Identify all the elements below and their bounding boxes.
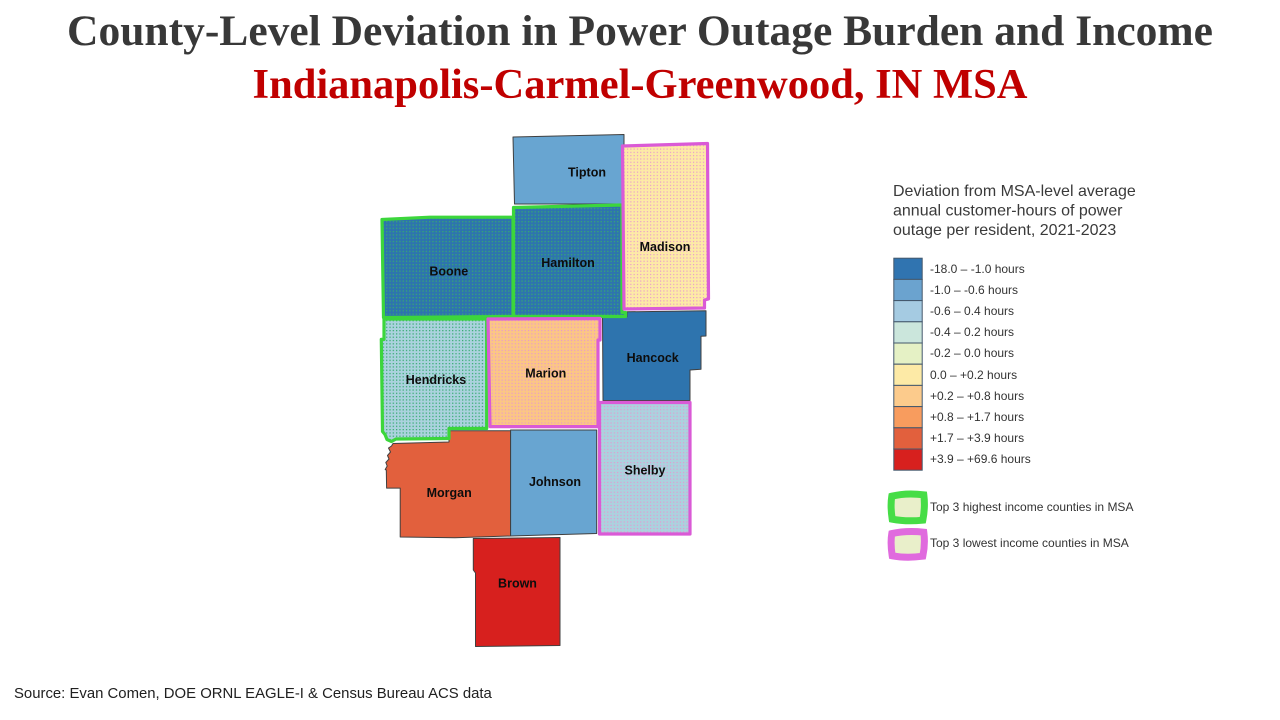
svg-text:+0.8 – +1.7 hours: +0.8 – +1.7 hours: [930, 410, 1024, 424]
svg-text:outage per resident, 2021-2023: outage per resident, 2021-2023: [893, 222, 1116, 239]
svg-text:-0.4 – 0.2 hours: -0.4 – 0.2 hours: [930, 325, 1014, 339]
svg-text:Brown: Brown: [498, 577, 537, 591]
svg-text:Hamilton: Hamilton: [541, 256, 594, 270]
svg-text:Shelby: Shelby: [625, 463, 666, 477]
svg-text:Hendricks: Hendricks: [406, 373, 466, 387]
svg-text:Top 3 lowest income counties i: Top 3 lowest income counties in MSA: [930, 536, 1129, 550]
svg-text:-18.0 – -1.0 hours: -18.0 – -1.0 hours: [930, 262, 1025, 276]
svg-text:Hancock: Hancock: [627, 351, 679, 365]
svg-text:-1.0 – -0.6 hours: -1.0 – -0.6 hours: [930, 283, 1018, 297]
svg-text:0.0 – +0.2 hours: 0.0 – +0.2 hours: [930, 368, 1017, 382]
svg-text:Madison: Madison: [640, 240, 691, 254]
svg-text:-0.6 – 0.4 hours: -0.6 – 0.4 hours: [930, 304, 1014, 318]
svg-text:Deviation from MSA-level avera: Deviation from MSA-level average: [893, 183, 1136, 200]
svg-text:Johnson: Johnson: [529, 475, 581, 489]
svg-text:Marion: Marion: [525, 366, 566, 380]
svg-text:Top 3 highest income counties: Top 3 highest income counties in MSA: [930, 500, 1133, 514]
svg-text:annual customer-hours of power: annual customer-hours of power: [893, 203, 1123, 220]
svg-text:+1.7 – +3.9 hours: +1.7 – +3.9 hours: [930, 431, 1024, 445]
svg-text:+0.2 – +0.8 hours: +0.2 – +0.8 hours: [930, 389, 1024, 403]
svg-text:+3.9 – +69.6 hours: +3.9 – +69.6 hours: [930, 452, 1031, 466]
svg-text:Boone: Boone: [429, 264, 468, 278]
svg-text:Morgan: Morgan: [427, 486, 472, 500]
svg-text:Tipton: Tipton: [568, 165, 606, 179]
svg-text:-0.2 – 0.0 hours: -0.2 – 0.0 hours: [930, 346, 1014, 360]
